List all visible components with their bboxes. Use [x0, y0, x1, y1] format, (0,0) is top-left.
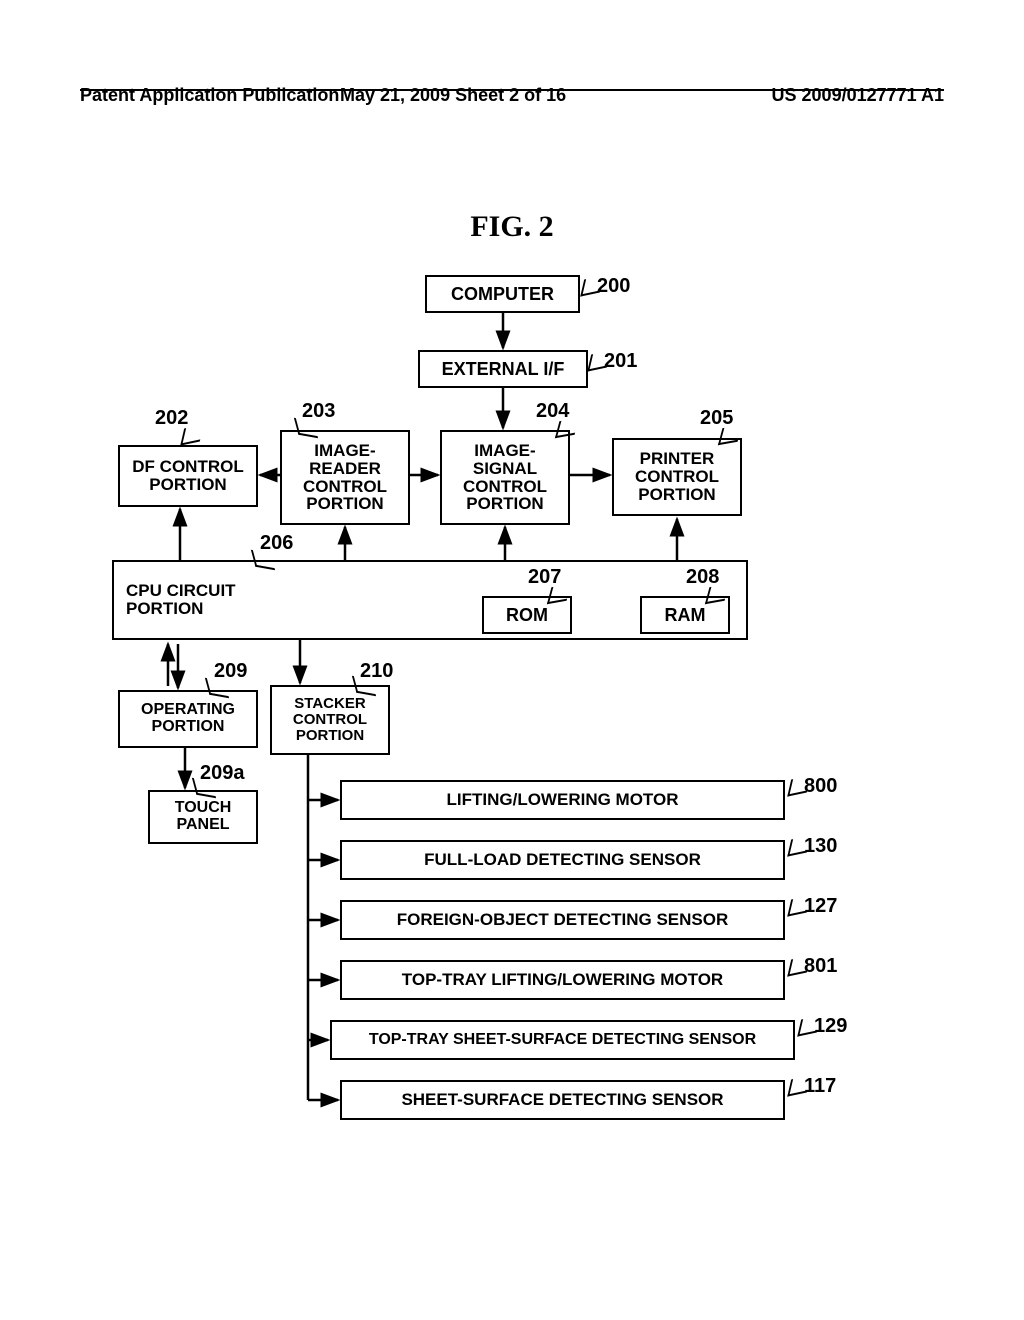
page: Patent Application Publication May 21, 2…	[0, 0, 1024, 1320]
connectors	[0, 0, 1024, 1320]
